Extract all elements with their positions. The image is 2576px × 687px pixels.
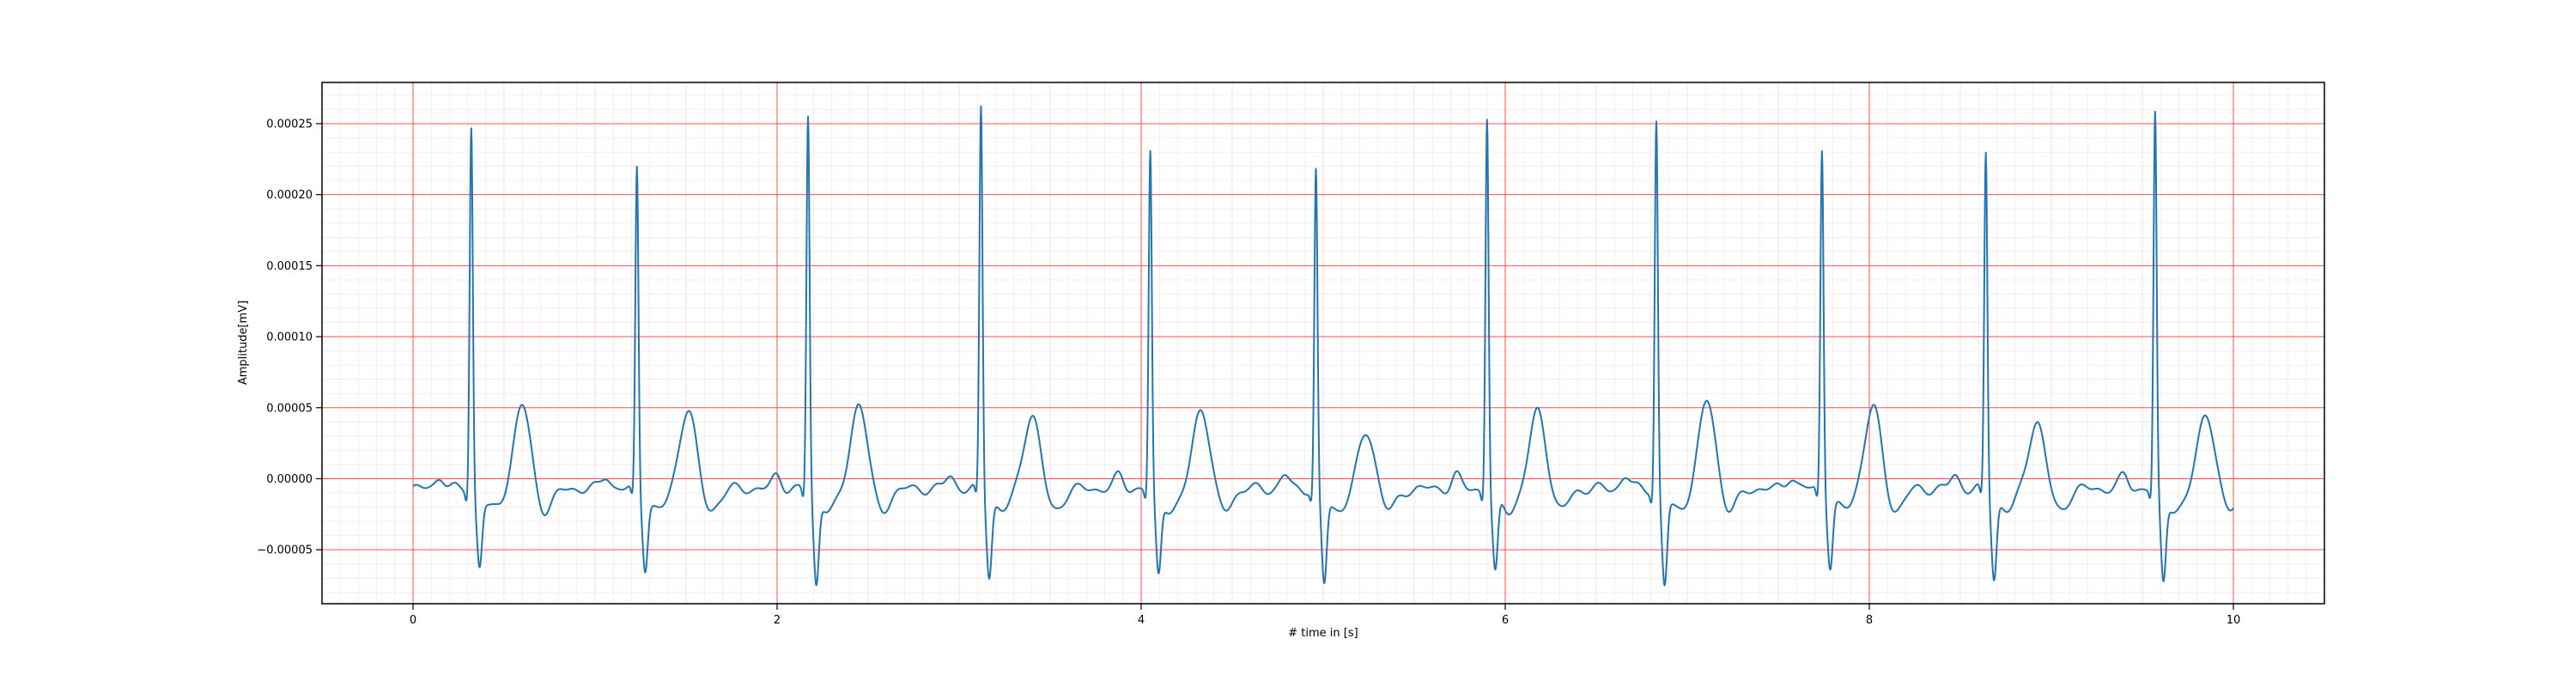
x-tick-label: 2 <box>774 614 781 627</box>
ecg-series-line <box>412 105 2234 587</box>
x-axis-ticks: 0 2 4 6 8 10 <box>410 604 2240 627</box>
x-axis-title: # time in [s] <box>1288 627 1358 640</box>
y-tick-label: 0.00020 <box>266 189 313 202</box>
x-tick-label: 6 <box>1502 614 1509 627</box>
series-layer <box>412 105 2234 587</box>
y-axis-title: Amplitude[mV] <box>237 301 250 385</box>
y-tick-label: −0.00005 <box>257 544 313 557</box>
y-tick-label: 0.00015 <box>266 260 313 273</box>
y-axis-ticks: −0.00005 0.00000 0.00005 0.00010 0.00015 0.00… <box>257 118 322 557</box>
major-grid <box>322 82 2324 604</box>
minor-grid <box>321 82 2325 604</box>
x-tick-label: 4 <box>1138 614 1145 627</box>
y-tick-label: 0.00025 <box>266 118 313 131</box>
x-tick-label: 0 <box>410 614 416 627</box>
x-tick-label: 8 <box>1866 614 1873 627</box>
plot-frame <box>321 82 2325 605</box>
x-tick-label: 10 <box>2227 614 2241 627</box>
y-tick-label: 0.00005 <box>266 402 313 415</box>
y-tick-label: 0.00010 <box>266 331 313 344</box>
y-tick-label: 0.00000 <box>266 473 313 486</box>
